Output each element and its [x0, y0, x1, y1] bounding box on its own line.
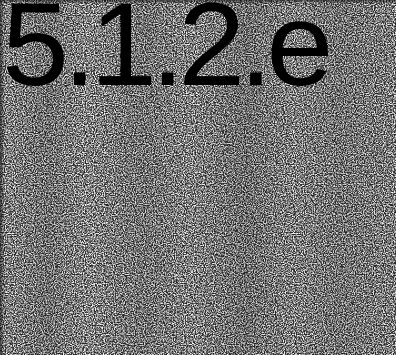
scan-edge-shadow-top	[0, 0, 396, 4]
section-number-heading: 5.1.2.e	[2, 0, 333, 111]
scan-edge-shadow-left	[0, 0, 5, 355]
